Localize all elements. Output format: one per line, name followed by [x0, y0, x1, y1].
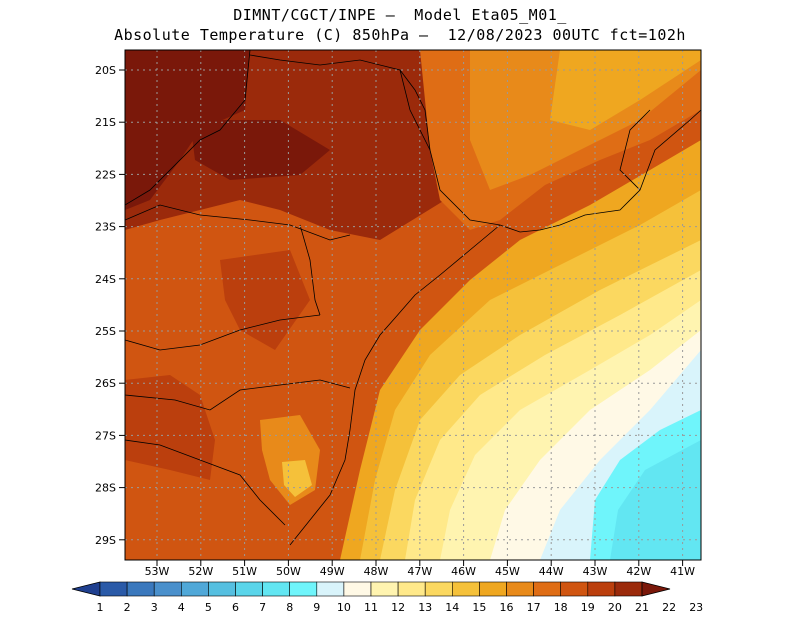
- longitude-labels: 53W 52W 51W 50W 49W 48W 47W 46W 45W 44W 43W 42W 41W: [145, 560, 695, 578]
- colorbar-swatch: [397, 581, 426, 597]
- colorbar-swatch: [424, 581, 453, 597]
- colorbar: [71, 581, 671, 597]
- colorbar-swatch: [262, 581, 291, 597]
- lat-label: 26S: [95, 377, 116, 390]
- colorbar-label: 16: [500, 601, 514, 614]
- colorbar-label: 1: [97, 601, 104, 614]
- lat-label: 27S: [95, 429, 116, 442]
- border-1: [125, 314, 321, 351]
- colorbar-label: 12: [391, 601, 405, 614]
- border-7: [399, 69, 431, 151]
- colorbar-label: 8: [286, 601, 293, 614]
- colorbar-swatch: [316, 581, 345, 597]
- lat-label: 21S: [95, 116, 116, 129]
- field-22c-b: [190, 120, 330, 180]
- border-5: [125, 50, 251, 206]
- colorbar-label: 6: [232, 601, 239, 614]
- title-line-2: Absolute Temperature (C) 850hPa – 12/08/…: [114, 26, 686, 44]
- title-line-1: DIMNT/CGCT/INPE – Model Eta05_M01_: [233, 6, 567, 24]
- lat-label: 25S: [95, 325, 116, 338]
- border-4: [125, 204, 351, 241]
- coastline-borders: [125, 50, 701, 546]
- colorbar-swatch: [208, 581, 236, 597]
- field-22c: [125, 50, 250, 210]
- colorbar-label: 17: [527, 601, 541, 614]
- colorbar-label: 11: [364, 601, 378, 614]
- colorbar-swatch: [126, 581, 155, 597]
- colorbar-swatch: [235, 581, 263, 597]
- lon-label: 41W: [670, 565, 695, 578]
- plot-frame: [124, 49, 702, 561]
- temperature-field: [125, 50, 701, 560]
- colorbar-label: 3: [151, 601, 158, 614]
- coastline-south: [289, 224, 501, 546]
- colorbar-swatch: [560, 581, 589, 597]
- colorbar-swatch: [153, 581, 182, 597]
- colorbar-label: 22: [662, 601, 676, 614]
- lat-label: 29S: [95, 534, 116, 547]
- lon-label: 50W: [276, 565, 301, 578]
- field-8c: [610, 440, 701, 560]
- colorbar-label: 9: [313, 601, 320, 614]
- lon-label: 51W: [232, 565, 257, 578]
- colorbar-swatch: [370, 581, 399, 597]
- colorbar-label: 14: [445, 601, 459, 614]
- colorbar-label: 15: [472, 601, 486, 614]
- colorbar-label: 13: [418, 601, 432, 614]
- colorbar-swatch: [451, 581, 480, 597]
- colorbar-swatch: [479, 581, 507, 597]
- lon-label: 43W: [583, 565, 608, 578]
- border-6: [299, 224, 321, 316]
- colorbar-label: 2: [124, 601, 131, 614]
- colorbar-arrow-high: [641, 581, 671, 597]
- colorbar-swatch: [614, 581, 643, 597]
- colorbar-label: 5: [205, 601, 212, 614]
- lat-label: 24S: [95, 273, 116, 286]
- colorbar-arrow-low: [71, 581, 101, 597]
- lon-label: 44W: [539, 565, 564, 578]
- colorbar-label: 21: [635, 601, 649, 614]
- colorbar-swatch: [289, 581, 318, 597]
- field-20c-c: [220, 250, 310, 350]
- lat-label: 22S: [95, 168, 116, 181]
- colorbar-swatch: [99, 581, 128, 597]
- lat-label: 23S: [95, 221, 116, 234]
- lat-label: 20S: [95, 64, 116, 77]
- lon-label: 53W: [145, 565, 170, 578]
- border-3: [125, 439, 286, 526]
- colorbar-label: 10: [337, 601, 351, 614]
- lon-label: 46W: [451, 565, 476, 578]
- lon-label: 47W: [407, 565, 432, 578]
- colorbar-swatch: [533, 581, 561, 597]
- colorbar-swatch: [506, 581, 534, 597]
- grid-lines: [125, 50, 701, 560]
- colorbar-label: 20: [608, 601, 622, 614]
- colorbar-swatch: [587, 581, 616, 597]
- colorbar-swatch: [181, 581, 209, 597]
- colorbar-label: 7: [259, 601, 266, 614]
- colorbar-label: 19: [581, 601, 595, 614]
- border-2: [125, 379, 351, 411]
- colorbar-label: 4: [178, 601, 185, 614]
- lon-label: 48W: [364, 565, 389, 578]
- lat-label: 28S: [95, 482, 116, 495]
- coastline-north: [249, 54, 701, 233]
- colorbar-label: 23: [689, 601, 703, 614]
- field-15c-pocket: [282, 460, 312, 497]
- colorbar-swatch: [343, 581, 372, 597]
- colorbar-labels: 1 2 3 4 5 6 7 8 9 10 11 12 13 14 15 16 17 18 19 20 21 22 23: [97, 601, 704, 614]
- lon-label: 49W: [320, 565, 345, 578]
- lon-label: 52W: [188, 565, 213, 578]
- lon-label: 42W: [626, 565, 651, 578]
- border-8: [619, 109, 651, 191]
- lon-label: 45W: [495, 565, 520, 578]
- latitude-labels: 20S 21S 22S 23S 24S 25S 26S 27S 28S 29S: [95, 64, 125, 547]
- field-20c-sw: [125, 375, 215, 480]
- colorbar-label: 18: [554, 601, 568, 614]
